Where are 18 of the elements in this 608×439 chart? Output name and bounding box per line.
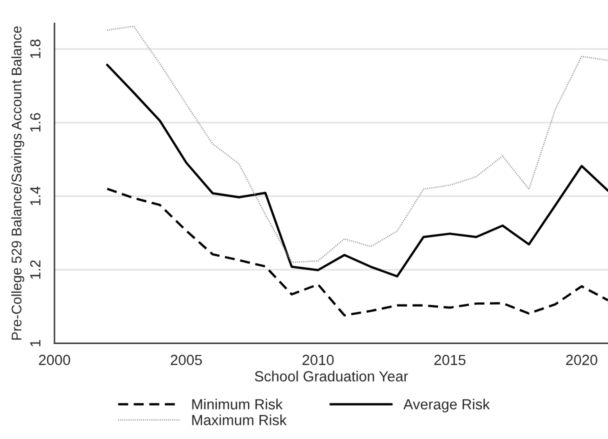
x-tick-label: 2000	[38, 354, 70, 366]
line-series	[106, 26, 608, 264]
legend-label: Maximum Risk	[192, 414, 287, 426]
y-tick-label: 1.8	[30, 40, 40, 58]
y-tick-label: 1.4	[30, 186, 40, 206]
y-tick-label: 1.2	[30, 260, 40, 279]
x-tick-label: 2010	[302, 354, 334, 366]
legend-label: Minimum Risk	[192, 398, 283, 410]
x-tick-label: 2020	[566, 354, 598, 366]
legend-label: Average Risk	[403, 398, 490, 412]
line-series	[106, 188, 608, 316]
y-tick-label: 1.6	[30, 113, 40, 132]
x-tick-label: 2015	[434, 354, 466, 366]
line-series	[106, 64, 608, 278]
x-tick-label: 2005	[170, 354, 202, 366]
y-axis-title: Pre-College 529 Balance/Savings Account Balance	[11, 26, 24, 340]
x-axis-title: School Graduation Year	[254, 370, 408, 382]
y-tick-label: 1	[30, 340, 40, 346]
